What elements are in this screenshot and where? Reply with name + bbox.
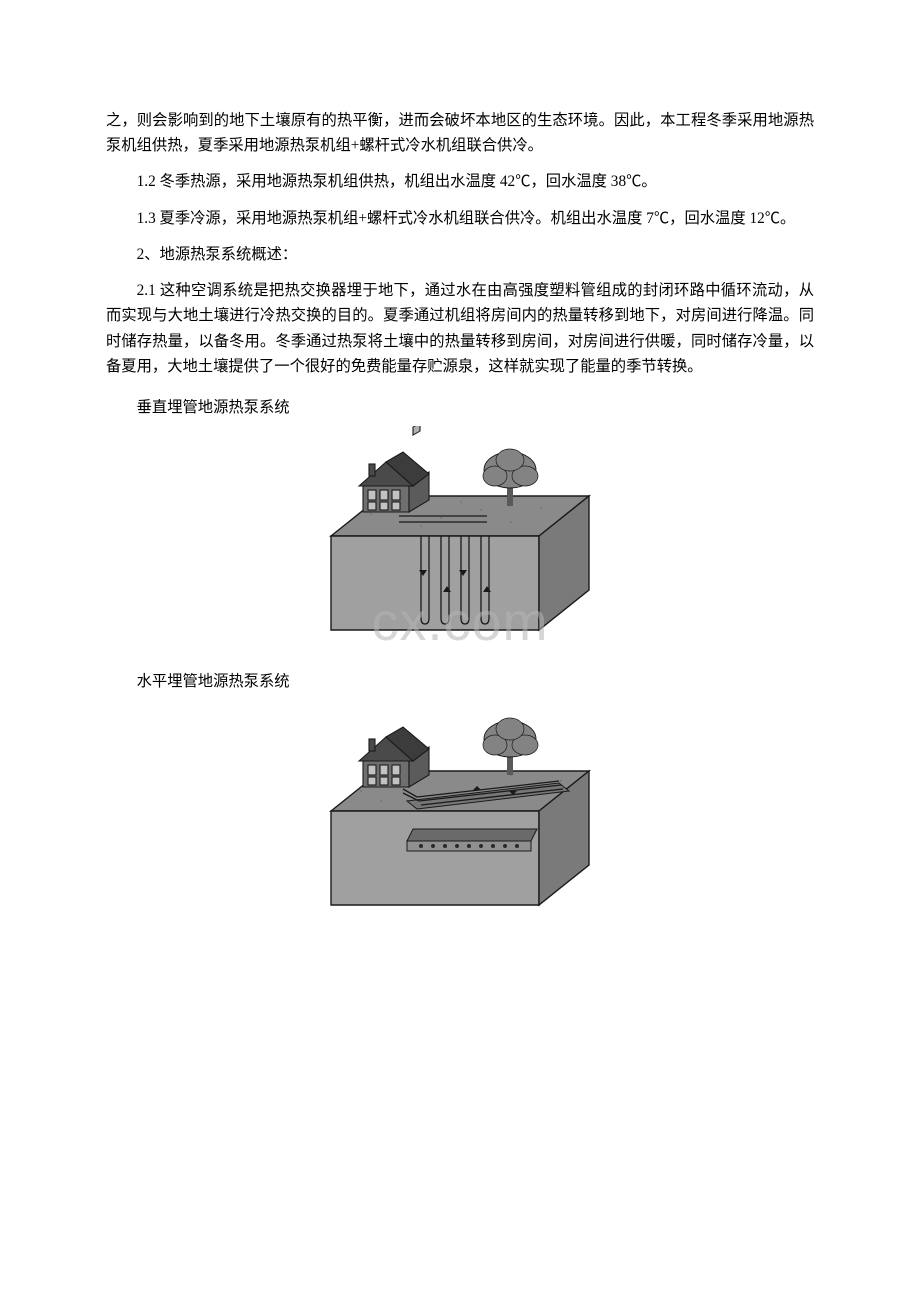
paragraph-1-2: 1.2 冬季热源，采用地源热泵机组供热，机组出水温度 42℃，回水温度 38℃。 xyxy=(106,169,814,194)
diagram-horizontal-icon xyxy=(311,701,609,923)
paragraph-1-3: 1.3 夏季冷源，采用地源热泵机组+螺杆式冷水机组联合供冷。机组出水温度 7℃，… xyxy=(106,206,814,231)
figure-vertical xyxy=(106,426,814,653)
figure-caption-vertical: 垂直埋管地源热泵系统 xyxy=(106,395,814,420)
figure-horizontal xyxy=(106,701,814,928)
diagram-vertical-icon xyxy=(311,426,609,648)
paragraph-continuation: 之，则会影响到的地下土壤原有的热平衡，进而会破坏本地区的生态环境。因此，本工程冬… xyxy=(106,108,814,158)
figure-caption-horizontal: 水平埋管地源热泵系统 xyxy=(106,669,814,694)
paragraph-2-heading: 2、地源热泵系统概述： xyxy=(106,242,814,267)
paragraph-2-1: 2.1 这种空调系统是把热交换器埋于地下，通过水在由高强度塑料管组成的封闭环路中… xyxy=(106,278,814,379)
